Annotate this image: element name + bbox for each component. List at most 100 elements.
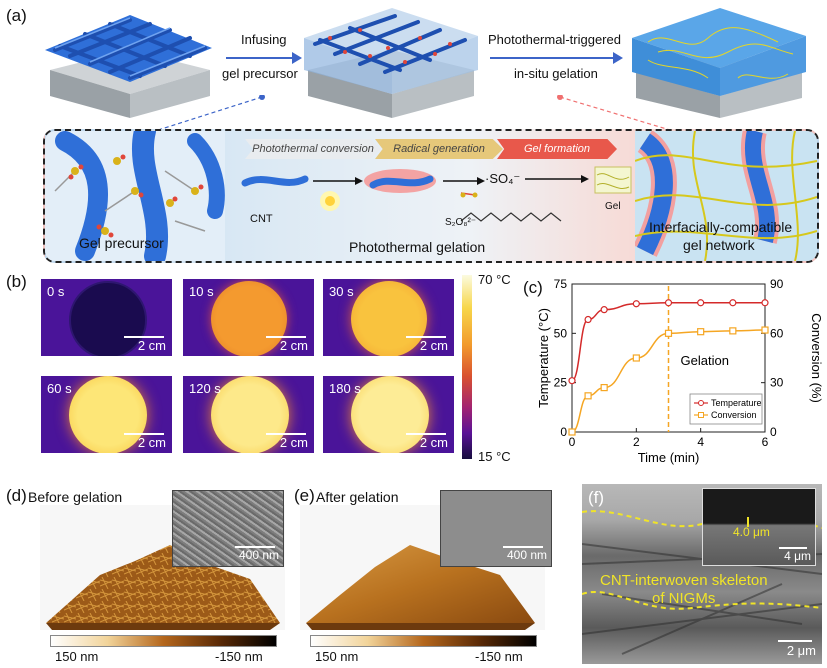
- after-gelation-title: After gelation: [316, 489, 399, 505]
- step-gel-formation: Gel formation: [497, 139, 617, 159]
- y-left-tick-label: 50: [554, 326, 568, 340]
- x-axis-label: Time (min): [638, 450, 700, 465]
- panel-d-label: (d): [6, 486, 27, 505]
- sem-inset-thickness: 4.0 μm 4 μm: [702, 488, 816, 566]
- conversion-point: [632, 354, 640, 362]
- thermal-frame-120s: 120 s 2 cm: [183, 376, 314, 453]
- y-left-tick-label: 25: [554, 376, 568, 390]
- temperature-point: [697, 299, 705, 307]
- gel-label: Gel: [605, 201, 621, 212]
- inset-scale-bar: [503, 546, 543, 548]
- y-left-axis-label: Temperature (°C): [536, 308, 551, 408]
- conversion-point: [761, 326, 769, 334]
- x-tick-label: 2: [633, 435, 640, 449]
- scale-text: 2 cm: [419, 338, 448, 353]
- inset-scale-text: 400 nm: [238, 548, 279, 562]
- frame-time: 10 s: [189, 284, 214, 299]
- sem-cross-section: (f) 4.0 μm 4 μm CNT-interwoven skeleton …: [582, 484, 822, 664]
- gelation-arrow: [490, 57, 615, 59]
- arrow1-bottom-label: gel precursor: [222, 66, 298, 81]
- scale-bar: [266, 336, 306, 338]
- panel-b-label: (b): [6, 272, 27, 291]
- temperature-point: [761, 299, 769, 307]
- arrow2-bottom-label: in-situ gelation: [514, 66, 598, 81]
- x-tick-label: 0: [569, 435, 576, 449]
- scale-bar: [266, 433, 306, 435]
- frame-time: 0 s: [47, 284, 65, 299]
- thermal-frame-30s: 30 s 2 cm: [323, 279, 454, 356]
- frame-time: 30 s: [329, 284, 354, 299]
- inset-scale-bar: [235, 546, 275, 548]
- height-scale-bar-after: [310, 635, 537, 647]
- y-right-tick-label: 90: [770, 277, 784, 291]
- legend-marker: [698, 400, 704, 406]
- y-right-tick-label: 0: [770, 425, 777, 439]
- scale-bar: [778, 640, 812, 642]
- thickness-label: 4.0 μm: [733, 525, 770, 539]
- x-tick-label: 4: [697, 435, 704, 449]
- photothermal-gelation-caption: Photothermal gelation: [349, 239, 486, 255]
- scale-text: 2 μm: [786, 643, 816, 658]
- scale-text: 2 cm: [419, 435, 448, 450]
- x-tick-label: 6: [762, 435, 769, 449]
- y-right-tick-label: 30: [770, 376, 784, 390]
- temperature-point: [568, 377, 576, 385]
- panel-f-label: (f): [588, 488, 605, 507]
- arrow2-top-label: Photothermal-triggered: [488, 32, 621, 47]
- scale-text: 2 cm: [137, 435, 166, 450]
- cnt-skeleton-illustration: [40, 10, 215, 118]
- scale-bar: [406, 336, 446, 338]
- inset-scale-text: 4 μm: [784, 549, 811, 563]
- inset-scale-bar: [779, 547, 807, 549]
- conversion-point: [600, 383, 608, 392]
- skeleton-caption-line1: CNT-interwoven skeleton: [600, 572, 768, 589]
- conversion-point: [568, 428, 576, 436]
- temperature-colorbar: [462, 275, 472, 459]
- arrow1-top-label: Infusing: [241, 32, 287, 47]
- panel-c-label: (c): [523, 278, 543, 297]
- skeleton-caption-line2: of NIGMs: [652, 590, 716, 607]
- temperature-point: [729, 299, 737, 307]
- scale-text: 2 cm: [279, 435, 308, 450]
- thermal-frame-0s: 0 s 2 cm: [41, 279, 172, 356]
- height-min-after: -150 nm: [475, 649, 523, 664]
- scale-bar: [406, 433, 446, 435]
- thermal-frame-10s: 10 s 2 cm: [183, 279, 314, 356]
- temperature-point: [664, 299, 673, 307]
- legend-label: Temperature: [711, 398, 762, 408]
- scale-text: 2 cm: [279, 338, 308, 353]
- thermal-frame-180s: 180 s 2 cm: [323, 376, 454, 453]
- right-caption-line2: gel network: [683, 237, 755, 253]
- inset-scale-text: 400 nm: [506, 548, 547, 562]
- height-max-after: 150 nm: [315, 649, 359, 664]
- legend-marker: [698, 412, 704, 418]
- gel-network-illustration: [628, 8, 808, 120]
- infusing-arrow-head: [292, 52, 302, 64]
- gel-network-closeup: [635, 131, 817, 261]
- scale-bar: [124, 433, 164, 435]
- legend-box: [689, 393, 763, 425]
- conversion-point: [697, 328, 705, 336]
- y-right-tick-label: 60: [770, 326, 784, 340]
- infusing-arrow: [226, 57, 294, 59]
- conversion-point: [664, 329, 673, 337]
- conversion-point: [584, 392, 592, 400]
- step-radical-generation: Radical generation: [375, 139, 503, 159]
- thermal-frame-60s: 60 s 2 cm: [41, 376, 172, 453]
- precursor-infused-illustration: [300, 8, 480, 120]
- y-left-tick-label: 75: [554, 277, 568, 291]
- thickness-marker: [747, 517, 749, 527]
- temperature-point: [600, 306, 608, 314]
- height-scale-bar-before: [50, 635, 277, 647]
- gelation-arrow-head: [613, 52, 623, 64]
- panel-a-label: (a): [6, 6, 27, 25]
- temperature-point: [584, 315, 592, 324]
- sem-inset-after: 400 nm: [440, 490, 552, 567]
- height-max-before: 150 nm: [55, 649, 99, 664]
- temperature-point: [632, 300, 640, 308]
- cnt-label: CNT: [250, 213, 273, 225]
- y-right-axis-label: Conversion (%): [809, 313, 824, 403]
- scale-bar: [124, 336, 164, 338]
- y-left-tick-label: 0: [560, 425, 567, 439]
